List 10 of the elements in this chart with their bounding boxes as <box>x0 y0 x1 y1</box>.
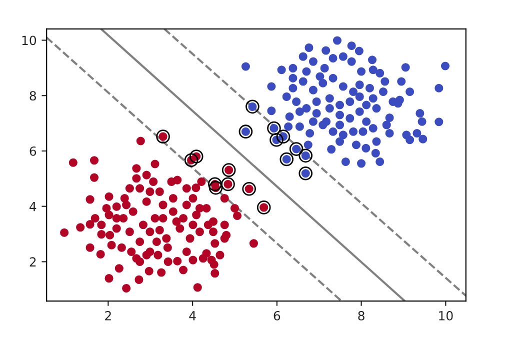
x-tick-label: 10 <box>439 310 453 320</box>
x-tick-label: 4 <box>189 311 196 320</box>
y-tick-label: 6 <box>30 146 36 156</box>
y-tick-label: 4 <box>30 202 36 212</box>
y-tick-label: 2 <box>30 257 36 266</box>
x-tick-label: 6 <box>274 310 280 320</box>
x-tick-label: 2 <box>105 310 111 320</box>
x-tick-label: 8 <box>358 310 364 320</box>
y-tick-label: 8 <box>30 91 36 101</box>
y-tick-label: 10 <box>22 36 36 46</box>
